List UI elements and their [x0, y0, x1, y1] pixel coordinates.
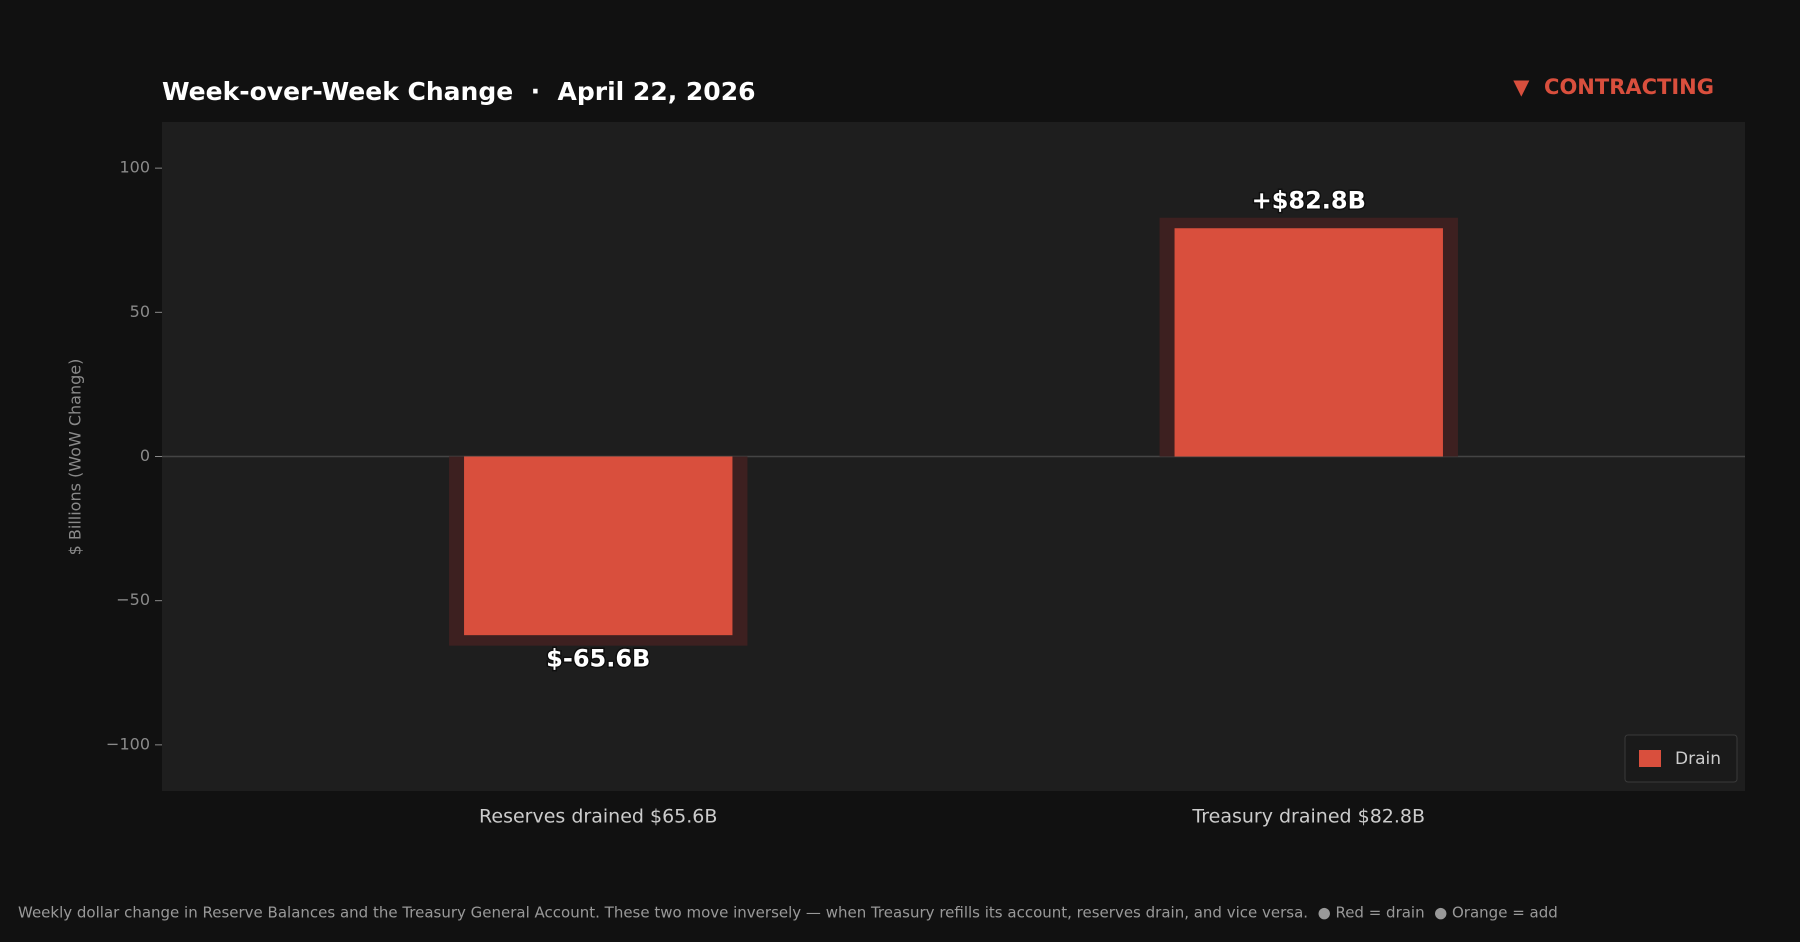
chart-title: Week-over-Week Change · April 22, 2026 — [162, 77, 756, 106]
bar-fill — [1174, 228, 1443, 457]
y-axis-label: $ Billions (WoW Change) — [66, 359, 85, 556]
y-tick-label: 100 — [119, 158, 150, 177]
legend-swatch — [1639, 750, 1661, 767]
bar-fill — [464, 456, 733, 636]
y-tick-label: −100 — [106, 734, 150, 753]
status-annotation: ▼ CONTRACTING — [1513, 75, 1714, 99]
x-tick-label: Reserves drained $65.6B — [479, 806, 717, 828]
value-label: +$82.8B — [1252, 187, 1366, 215]
x-tick-label: Treasury drained $82.8B — [1191, 806, 1425, 828]
legend-label: Drain — [1675, 749, 1721, 769]
y-tick-label: 50 — [130, 302, 150, 321]
footer-note: Weekly dollar change in Reserve Balances… — [18, 904, 1558, 922]
y-tick-label: 0 — [140, 446, 150, 465]
y-tick-label: −50 — [116, 590, 150, 609]
legend-box — [1624, 734, 1738, 783]
value-label: $-65.6B — [546, 645, 650, 673]
